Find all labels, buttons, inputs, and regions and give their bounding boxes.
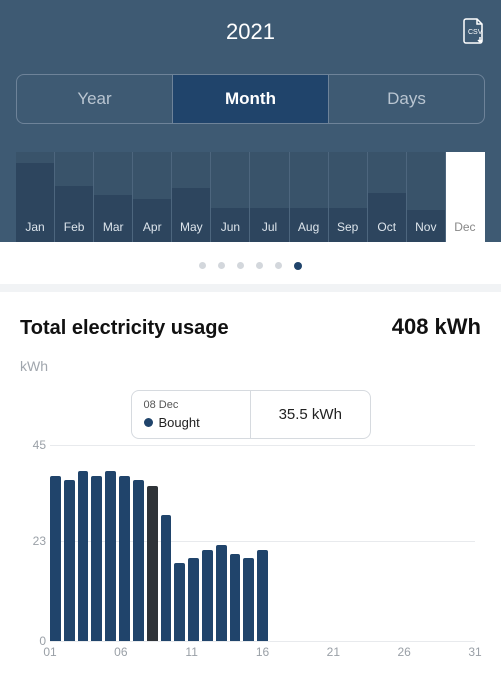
bar-day-9[interactable] (161, 515, 172, 641)
bar-day-4[interactable] (91, 476, 102, 642)
month-label: Jul (262, 220, 277, 234)
tooltip-left: 08 Dec Bought (132, 391, 252, 438)
bars-container (50, 445, 475, 641)
x-tick-label: 11 (185, 645, 197, 659)
daily-usage-chart[interactable]: 02345 01061116212631 (20, 445, 481, 665)
year-title: 2021 (226, 19, 275, 45)
y-tick-label: 23 (20, 534, 46, 548)
bar-day-15[interactable] (243, 558, 254, 641)
month-cell-feb[interactable]: Feb (55, 152, 94, 242)
tooltip-value: 35.5 kWh (251, 391, 370, 438)
month-label: Aug (298, 220, 319, 234)
bar-day-11[interactable] (188, 558, 199, 641)
month-cell-aug[interactable]: Aug (290, 152, 329, 242)
tab-days[interactable]: Days (328, 75, 484, 123)
bar-day-13[interactable] (216, 545, 227, 641)
month-label: Dec (454, 220, 475, 234)
bar-day-14[interactable] (230, 554, 241, 641)
bar-day-8[interactable] (147, 486, 158, 641)
usage-header: Total electricity usage 408 kWh (20, 314, 481, 340)
export-csv-icon[interactable]: CSV (463, 18, 485, 49)
y-tick-label: 45 (20, 438, 46, 452)
y-tick-label: 0 (20, 634, 46, 648)
month-label: Mar (103, 220, 124, 234)
month-label: Jun (221, 220, 240, 234)
bar-day-2[interactable] (64, 480, 75, 641)
month-cell-nov[interactable]: Nov (407, 152, 446, 242)
gridline (50, 641, 475, 642)
pager-dot[interactable] (275, 262, 282, 269)
month-label: May (180, 220, 203, 234)
pager-dot[interactable] (256, 262, 263, 269)
month-label: Apr (143, 220, 162, 234)
period-tabs: Year Month Days (16, 74, 485, 124)
usage-total: 408 kWh (392, 314, 481, 340)
month-cell-mar[interactable]: Mar (94, 152, 133, 242)
pager-dot[interactable] (218, 262, 225, 269)
x-tick-label: 21 (327, 645, 340, 659)
pager-dots[interactable] (0, 242, 501, 292)
month-label: Oct (377, 220, 396, 234)
bar-day-12[interactable] (202, 550, 213, 641)
pager-dot[interactable] (199, 262, 206, 269)
bar-day-7[interactable] (133, 480, 144, 641)
y-axis-unit: kWh (20, 358, 481, 374)
month-cell-jun[interactable]: Jun (211, 152, 250, 242)
bar-day-5[interactable] (105, 471, 116, 641)
month-label: Sep (337, 220, 358, 234)
pager-dot[interactable] (237, 262, 244, 269)
x-tick-label: 01 (43, 645, 56, 659)
month-cell-oct[interactable]: Oct (368, 152, 407, 242)
pager-dot[interactable] (294, 262, 302, 270)
month-cell-jan[interactable]: Jan (16, 152, 55, 242)
title-row: 2021 CSV (16, 18, 485, 46)
usage-title: Total electricity usage (20, 317, 229, 340)
month-cell-may[interactable]: May (172, 152, 211, 242)
tab-year[interactable]: Year (17, 75, 172, 123)
month-label: Feb (64, 220, 85, 234)
x-tick-label: 31 (468, 645, 481, 659)
month-cell-sep[interactable]: Sep (329, 152, 368, 242)
tab-month[interactable]: Month (172, 75, 328, 123)
usage-section: Total electricity usage 408 kWh kWh 08 D… (0, 292, 501, 675)
month-cell-jul[interactable]: Jul (250, 152, 289, 242)
x-tick-label: 16 (256, 645, 269, 659)
legend-dot-icon (144, 418, 153, 427)
month-label: Nov (415, 220, 436, 234)
tooltip-date: 08 Dec (144, 399, 239, 411)
header: 2021 CSV Year Month Days Jan Feb Mar Apr May… (0, 0, 501, 242)
bar-day-1[interactable] (50, 476, 61, 642)
x-tick-label: 26 (397, 645, 410, 659)
chart-tooltip: 08 Dec Bought 35.5 kWh (131, 390, 371, 439)
bar-day-16[interactable] (257, 550, 268, 641)
bar-day-10[interactable] (174, 563, 185, 641)
tooltip-legend-label: Bought (159, 415, 200, 430)
month-label: Jan (25, 220, 44, 234)
month-selector-strip[interactable]: Jan Feb Mar Apr May Jun Jul Aug Sep Oct Nov Dec (16, 152, 485, 242)
x-tick-label: 06 (114, 645, 127, 659)
month-cell-dec[interactable]: Dec (446, 152, 485, 242)
month-cell-apr[interactable]: Apr (133, 152, 172, 242)
svg-text:CSV: CSV (468, 29, 483, 36)
month-bar (368, 193, 406, 243)
bar-day-6[interactable] (119, 476, 130, 642)
month-bar (94, 195, 132, 242)
bar-day-3[interactable] (78, 471, 89, 641)
